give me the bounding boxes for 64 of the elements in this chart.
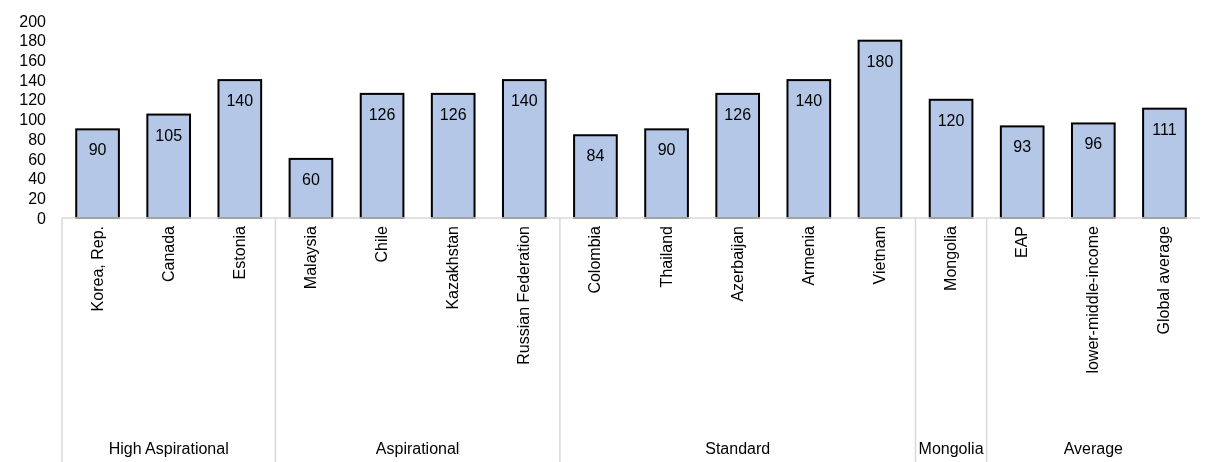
- y-tick-label: 160: [19, 52, 47, 69]
- x-tick-label: Malaysia: [301, 225, 319, 290]
- bar: [786, 79, 832, 219]
- y-tick-label: 140: [19, 71, 47, 89]
- data-label: 90: [657, 141, 676, 159]
- text: Aspirational: [375, 440, 460, 457]
- x-tick-label: Kazakhstan: [444, 226, 462, 310]
- x-tick-label: Mongolia: [942, 225, 960, 291]
- x-tick-label: Vietnam: [870, 226, 888, 285]
- bar: [75, 128, 120, 219]
- data-label: 96: [1084, 135, 1103, 153]
- x-tick-label: EAP: [1013, 226, 1031, 259]
- bar: [501, 79, 547, 219]
- data-label: 111: [1152, 120, 1177, 138]
- data-label: 105: [155, 126, 183, 144]
- bar: [359, 92, 405, 219]
- x-tick-label: Colombia: [586, 225, 604, 294]
- bar: [715, 92, 761, 219]
- y-tick-label: 0: [37, 209, 47, 227]
- x-tick-label: Armenia: [799, 225, 817, 286]
- data-label: 120: [937, 111, 965, 129]
- data-label: 60: [302, 170, 320, 188]
- data-label: 140: [510, 92, 538, 110]
- bar: [857, 39, 903, 219]
- y-tick-label: 100: [19, 111, 47, 129]
- data-label: 180: [866, 52, 894, 70]
- text: Standard: [705, 440, 771, 457]
- data-label: 90: [88, 141, 107, 159]
- text: High Aspirational: [108, 440, 229, 457]
- data-label: 126: [439, 105, 467, 123]
- y-tick-label: 40: [28, 170, 47, 188]
- bar: [573, 134, 618, 219]
- x-tick-label: Korea, Rep.: [88, 226, 106, 312]
- bar: [146, 113, 192, 219]
- x-tick-label: Russian Federation: [515, 226, 533, 365]
- bar: [1070, 122, 1116, 219]
- x-tick-label: Canada: [159, 225, 177, 283]
- data-label: 140: [795, 92, 823, 110]
- data-label: 84: [586, 147, 605, 165]
- x-tick-label: lower-middle-income: [1084, 225, 1102, 374]
- x-tick-label: Estonia: [230, 225, 248, 280]
- bar: [928, 98, 974, 219]
- bar: [430, 92, 476, 219]
- bar: [288, 157, 334, 219]
- x-tick-label: Azerbaijan: [728, 226, 746, 302]
- y-tick-label: 60: [28, 150, 47, 168]
- y-tick-label: 200: [19, 12, 47, 30]
- x-tick-label: Global average: [1155, 225, 1173, 335]
- y-tick-label: 180: [19, 32, 47, 50]
- bar: [644, 128, 689, 219]
- bar: [999, 125, 1045, 219]
- x-tick-label: Chile: [373, 225, 391, 263]
- y-tick-label: 120: [19, 91, 47, 109]
- text: Mongolia: [918, 440, 984, 457]
- y-tick-label: 20: [28, 189, 47, 207]
- y-tick-label: 80: [28, 130, 47, 148]
- bar: [1142, 107, 1187, 219]
- data-label: 126: [724, 105, 752, 123]
- x-tick-label: Thailand: [657, 226, 675, 288]
- text: Average: [1063, 440, 1124, 457]
- bar: [217, 79, 263, 219]
- data-label: 140: [226, 92, 254, 110]
- data-label: 93: [1013, 138, 1032, 156]
- data-label: 126: [368, 105, 396, 123]
